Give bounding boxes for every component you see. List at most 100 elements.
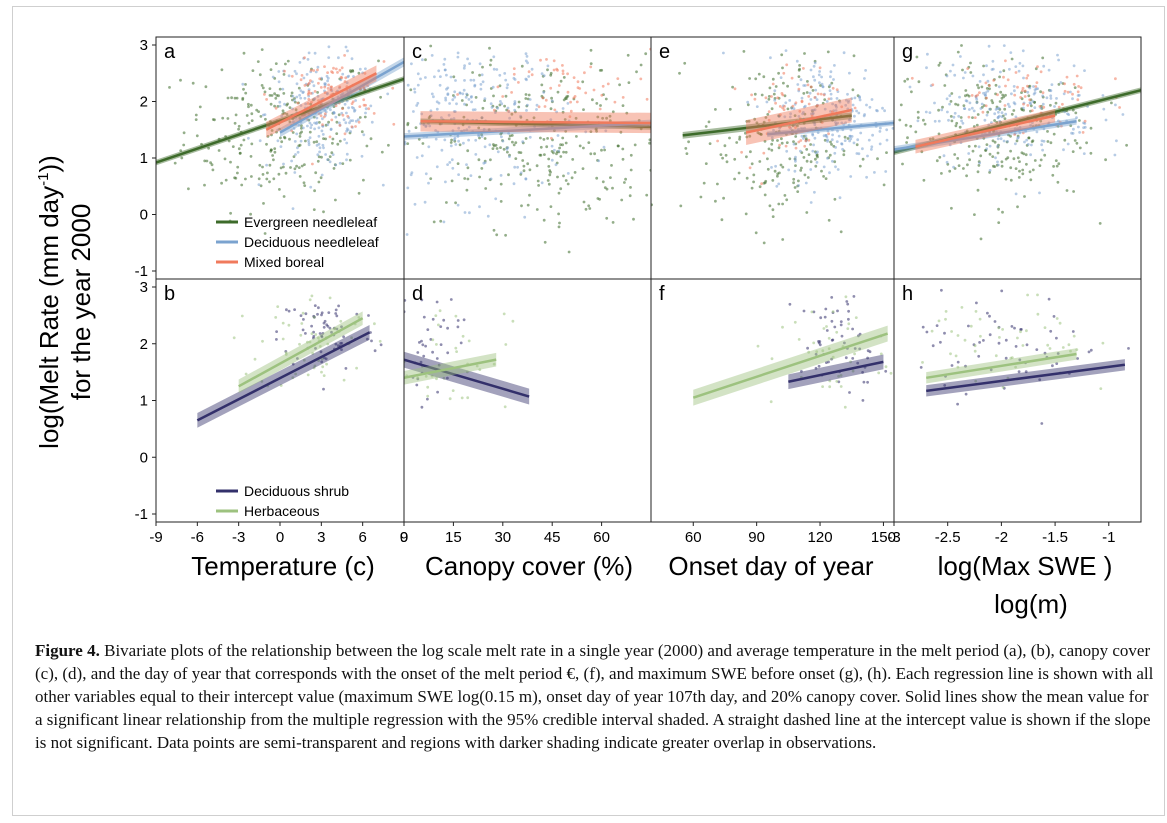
data-point bbox=[1009, 166, 1013, 170]
data-point bbox=[780, 53, 784, 57]
data-point bbox=[1021, 344, 1025, 347]
x-tick-label: -2.5 bbox=[935, 529, 961, 546]
data-point bbox=[392, 122, 396, 126]
data-point bbox=[1099, 387, 1103, 390]
data-point bbox=[788, 125, 791, 129]
data-point bbox=[842, 123, 846, 126]
data-point bbox=[427, 181, 430, 185]
data-point bbox=[331, 141, 334, 145]
data-point bbox=[284, 171, 288, 175]
data-point bbox=[299, 96, 303, 100]
data-point bbox=[317, 112, 321, 116]
data-point bbox=[1104, 118, 1108, 122]
data-point bbox=[454, 314, 458, 318]
data-point bbox=[312, 84, 316, 88]
data-point bbox=[381, 183, 385, 187]
data-point bbox=[552, 68, 556, 72]
data-point bbox=[250, 119, 254, 122]
data-point bbox=[1006, 78, 1010, 82]
data-point bbox=[846, 101, 850, 104]
data-point bbox=[858, 164, 862, 168]
data-point bbox=[342, 378, 346, 382]
data-point bbox=[431, 317, 435, 321]
data-point bbox=[1087, 350, 1091, 354]
data-point bbox=[991, 101, 995, 105]
data-point bbox=[341, 72, 345, 76]
data-point bbox=[1021, 172, 1025, 176]
data-point bbox=[978, 317, 982, 321]
data-point bbox=[191, 81, 195, 85]
data-point bbox=[1078, 146, 1082, 150]
data-point bbox=[498, 84, 502, 88]
data-point bbox=[317, 142, 321, 146]
data-point bbox=[937, 319, 941, 323]
data-point bbox=[233, 121, 237, 125]
data-point bbox=[833, 197, 837, 201]
data-point bbox=[814, 352, 818, 356]
data-point bbox=[1015, 139, 1019, 143]
data-point bbox=[1051, 173, 1055, 177]
data-point bbox=[1042, 64, 1046, 68]
data-point bbox=[377, 59, 380, 63]
data-point bbox=[940, 288, 943, 292]
data-point bbox=[453, 110, 457, 113]
data-point bbox=[290, 91, 294, 95]
data-point bbox=[456, 203, 460, 207]
regression-line bbox=[420, 120, 651, 125]
data-point bbox=[628, 194, 632, 198]
data-point bbox=[958, 95, 961, 99]
data-point bbox=[973, 213, 976, 217]
data-point bbox=[512, 67, 516, 70]
data-point bbox=[851, 327, 854, 331]
data-point bbox=[457, 139, 460, 143]
data-point bbox=[345, 152, 349, 156]
data-point bbox=[855, 109, 858, 113]
data-point bbox=[334, 342, 338, 346]
data-point bbox=[1075, 116, 1078, 119]
data-point bbox=[492, 94, 495, 98]
data-point bbox=[935, 159, 939, 163]
data-point bbox=[851, 88, 855, 92]
data-point bbox=[526, 103, 529, 107]
data-point bbox=[472, 78, 476, 82]
data-point bbox=[324, 153, 327, 156]
data-point bbox=[765, 100, 769, 104]
data-point bbox=[306, 373, 310, 377]
data-point bbox=[866, 349, 870, 353]
data-point bbox=[817, 364, 821, 368]
data-point bbox=[625, 111, 629, 115]
data-point bbox=[1089, 151, 1093, 155]
data-point bbox=[283, 69, 286, 73]
data-point bbox=[516, 165, 519, 169]
data-point bbox=[269, 102, 273, 106]
x-tick-label: -3 bbox=[232, 529, 245, 546]
data-point bbox=[835, 140, 839, 144]
data-point bbox=[273, 150, 277, 154]
data-point bbox=[270, 129, 274, 132]
data-point bbox=[473, 83, 477, 87]
data-point bbox=[793, 320, 797, 324]
data-point bbox=[372, 112, 376, 115]
data-point bbox=[517, 81, 520, 84]
data-point bbox=[431, 350, 434, 354]
data-point bbox=[362, 98, 366, 102]
data-point bbox=[952, 165, 955, 169]
data-point bbox=[504, 343, 508, 346]
data-point bbox=[809, 68, 813, 72]
data-point bbox=[781, 202, 784, 206]
data-point bbox=[832, 78, 835, 81]
data-point bbox=[812, 310, 816, 314]
data-point bbox=[528, 193, 531, 197]
data-point bbox=[843, 135, 847, 139]
data-point bbox=[419, 360, 423, 364]
data-point bbox=[812, 341, 816, 345]
data-point bbox=[1101, 94, 1105, 97]
data-point bbox=[569, 109, 573, 113]
data-point bbox=[975, 301, 978, 305]
data-point bbox=[621, 96, 625, 99]
data-point bbox=[921, 361, 924, 364]
data-point bbox=[795, 59, 799, 63]
data-point bbox=[626, 53, 630, 57]
data-point bbox=[273, 147, 277, 151]
